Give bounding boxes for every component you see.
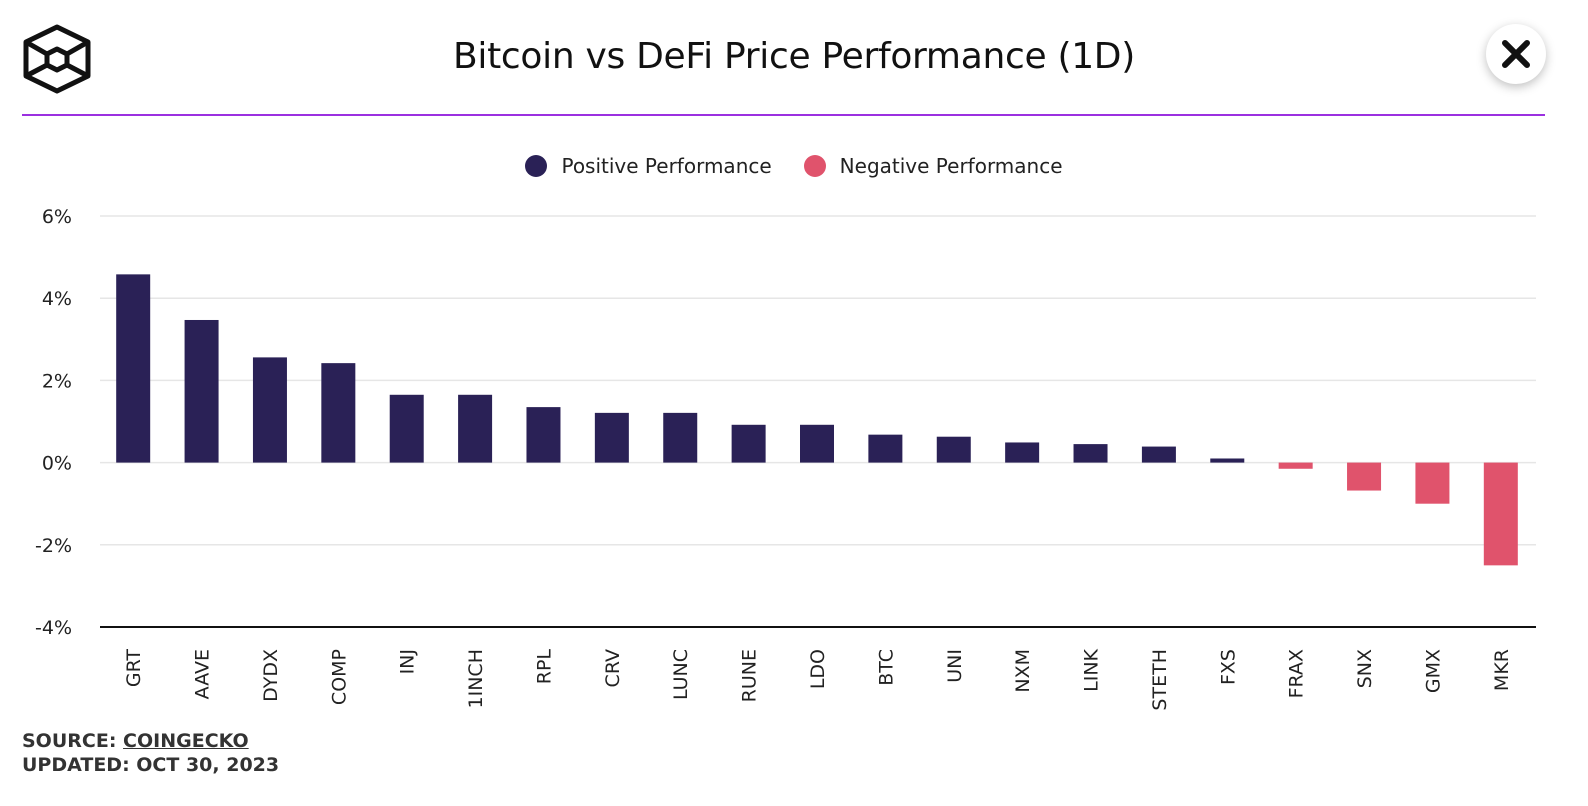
x-tick-label: RPL: [533, 649, 555, 685]
x-tick-label: DYDX: [260, 649, 282, 702]
x-tick-label: 1INCH: [465, 649, 487, 708]
x-tick-label: GMX: [1422, 649, 1444, 693]
x-tick-label: FXS: [1217, 649, 1239, 685]
y-tick-label: -4%: [35, 617, 72, 639]
bar-btc: [868, 434, 903, 463]
bar-comp: [321, 363, 356, 463]
source-line: SOURCE: COINGECKO: [22, 729, 279, 753]
bar-mkr: [1483, 462, 1518, 566]
source-link[interactable]: COINGECKO: [123, 730, 249, 752]
chart-legend: Positive Performance Negative Performanc…: [0, 154, 1588, 178]
header-divider: [22, 114, 1545, 116]
x-tick-label: MKR: [1491, 649, 1513, 691]
bar-1inch: [458, 394, 493, 463]
bar-steth: [1141, 446, 1176, 463]
cube-logo-icon: [23, 24, 91, 94]
legend-label-negative: Negative Performance: [839, 154, 1063, 178]
bar-nxm: [1005, 442, 1040, 463]
bar-rune: [731, 424, 766, 463]
x-tick-label: RUNE: [739, 649, 761, 702]
y-tick-label: 2%: [42, 370, 72, 392]
close-button[interactable]: [1486, 24, 1546, 84]
bar-crv: [594, 412, 629, 463]
bar-frax: [1278, 462, 1313, 469]
x-tick-label: LDO: [807, 649, 829, 689]
chart-footer: SOURCE: COINGECKO UPDATED: OCT 30, 2023: [22, 729, 279, 777]
y-tick-label: -2%: [35, 535, 72, 557]
bar-rpl: [526, 407, 561, 463]
y-tick-label: 0%: [42, 453, 72, 475]
x-tick-label: UNI: [944, 649, 966, 683]
legend-label-positive: Positive Performance: [561, 154, 772, 178]
source-label: SOURCE:: [22, 730, 117, 752]
y-tick-label: 4%: [42, 288, 72, 310]
x-tick-label: COMP: [328, 649, 350, 705]
x-tick-label: STETH: [1149, 649, 1171, 711]
updated-line: UPDATED: OCT 30, 2023: [22, 754, 280, 776]
x-tick-label: FRAX: [1286, 649, 1308, 698]
legend-item-positive[interactable]: Positive Performance: [525, 154, 772, 178]
x-tick-label: NXM: [1012, 649, 1034, 693]
chart-title: Bitcoin vs DeFi Price Performance (1D): [453, 36, 1135, 77]
x-tick-label: AAVE: [192, 649, 214, 699]
x-tick-label: CRV: [602, 649, 624, 687]
bar-dydx: [252, 357, 287, 463]
bar-link: [1073, 444, 1108, 463]
bar-gmx: [1415, 462, 1450, 504]
bar-ldo: [800, 424, 834, 463]
x-tick-label: SNX: [1354, 649, 1376, 688]
x-tick-label: INJ: [397, 649, 419, 674]
x-tick-label: LINK: [1081, 648, 1103, 691]
bar-grt: [116, 274, 151, 463]
bar-fxs: [1210, 458, 1245, 463]
bar-uni: [936, 436, 971, 463]
legend-dot-positive: [525, 155, 548, 177]
bar-aave: [184, 319, 219, 463]
x-tick-label: BTC: [875, 649, 897, 686]
x-tick-label: GRT: [123, 649, 145, 688]
x-tick-label: LUNC: [670, 649, 692, 700]
y-tick-label: 6%: [42, 206, 72, 228]
bar-snx: [1347, 462, 1382, 491]
close-icon: [1502, 40, 1530, 68]
bar-chart: 6% 4% 2% 0% -2% -4% GRT AAVE DYDX COMP INJ 1INCH RPL…: [35, 206, 1536, 711]
legend-dot-negative: [803, 155, 826, 177]
legend-item-negative[interactable]: Negative Performance: [803, 154, 1063, 178]
bar-lunc: [663, 412, 698, 463]
bar-inj: [389, 394, 424, 463]
